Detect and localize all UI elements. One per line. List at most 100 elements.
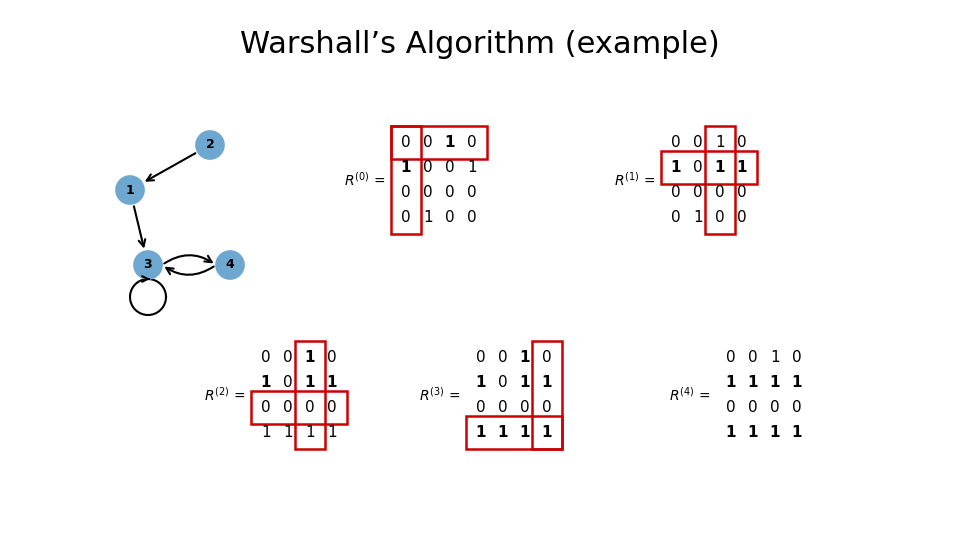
Text: 1: 1 [770, 350, 780, 365]
Text: 1: 1 [770, 425, 780, 440]
Text: 0: 0 [423, 160, 433, 175]
Text: 1: 1 [283, 425, 293, 440]
Text: 0: 0 [693, 135, 703, 150]
Text: 0: 0 [726, 350, 735, 365]
Text: 0: 0 [476, 400, 486, 415]
Text: 0: 0 [283, 400, 293, 415]
Text: 1: 1 [748, 425, 758, 440]
Text: 1: 1 [444, 135, 455, 150]
Text: 1: 1 [770, 375, 780, 390]
Text: 0: 0 [476, 350, 486, 365]
Text: 0: 0 [305, 400, 315, 415]
Text: 0: 0 [283, 375, 293, 390]
Text: 0: 0 [792, 400, 802, 415]
Text: 1: 1 [792, 375, 803, 390]
Text: 1: 1 [423, 210, 433, 225]
Text: 1: 1 [726, 425, 736, 440]
Text: 0: 0 [693, 160, 703, 175]
Text: 0: 0 [468, 135, 477, 150]
Text: 1: 1 [476, 425, 487, 440]
Text: 1: 1 [261, 375, 272, 390]
Text: 0: 0 [445, 160, 455, 175]
Text: 1: 1 [715, 160, 725, 175]
Bar [705, 126, 735, 234]
Bar [466, 416, 562, 449]
Text: 0: 0 [671, 135, 681, 150]
Text: 0: 0 [327, 400, 337, 415]
Text: 1: 1 [476, 375, 487, 390]
Text: $R^{(4)}$ =: $R^{(4)}$ = [669, 386, 710, 404]
Text: 0: 0 [693, 185, 703, 200]
Text: 0: 0 [748, 400, 757, 415]
Text: 3: 3 [144, 259, 153, 272]
Text: 0: 0 [671, 210, 681, 225]
Text: 0: 0 [401, 210, 411, 225]
Text: 1: 1 [541, 425, 552, 440]
Text: 4: 4 [226, 259, 234, 272]
Text: Warshall’s Algorithm (example): Warshall’s Algorithm (example) [240, 30, 720, 59]
Text: 1: 1 [736, 160, 747, 175]
Bar [661, 151, 757, 184]
Text: 1: 1 [541, 375, 552, 390]
Text: 0: 0 [445, 185, 455, 200]
Text: 1: 1 [400, 160, 411, 175]
Text: 1: 1 [519, 425, 530, 440]
Text: $R^{(2)}$ =: $R^{(2)}$ = [204, 386, 245, 404]
Text: 0: 0 [520, 400, 530, 415]
Text: 0: 0 [542, 400, 552, 415]
Text: 0: 0 [468, 185, 477, 200]
Text: 0: 0 [423, 185, 433, 200]
Circle shape [196, 131, 224, 159]
Text: 0: 0 [401, 185, 411, 200]
Bar [251, 391, 347, 424]
Text: 0: 0 [423, 135, 433, 150]
Text: 0: 0 [327, 350, 337, 365]
Text: 1: 1 [327, 425, 337, 440]
Text: 0: 0 [498, 400, 508, 415]
Text: 0: 0 [283, 350, 293, 365]
Text: 0: 0 [726, 400, 735, 415]
Text: 0: 0 [737, 185, 747, 200]
Text: 1: 1 [792, 425, 803, 440]
Text: 0: 0 [468, 210, 477, 225]
Circle shape [134, 251, 162, 279]
Text: 0: 0 [770, 400, 780, 415]
Text: 0: 0 [261, 350, 271, 365]
Text: 1: 1 [497, 425, 508, 440]
Text: $R^{(3)}$ =: $R^{(3)}$ = [419, 386, 460, 404]
Text: 0: 0 [261, 400, 271, 415]
Text: 1: 1 [748, 375, 758, 390]
Text: 0: 0 [445, 210, 455, 225]
Text: 1: 1 [304, 375, 315, 390]
Text: 1: 1 [304, 350, 315, 365]
Text: 1: 1 [715, 135, 725, 150]
Text: 1: 1 [671, 160, 682, 175]
Text: 0: 0 [748, 350, 757, 365]
Text: 1: 1 [519, 375, 530, 390]
Text: 0: 0 [737, 210, 747, 225]
Bar [295, 341, 325, 449]
Text: 2: 2 [205, 138, 214, 152]
Bar [391, 126, 487, 159]
Text: 1: 1 [468, 160, 477, 175]
Text: 0: 0 [542, 350, 552, 365]
Text: 0: 0 [715, 210, 725, 225]
Text: 0: 0 [401, 135, 411, 150]
Text: 1: 1 [261, 425, 271, 440]
Circle shape [216, 251, 244, 279]
Text: $R^{(1)}$ =: $R^{(1)}$ = [613, 171, 655, 189]
Text: $R^{(0)}$ =: $R^{(0)}$ = [344, 171, 385, 189]
Text: 1: 1 [726, 375, 736, 390]
Text: 0: 0 [737, 135, 747, 150]
Text: 1: 1 [126, 184, 134, 197]
Circle shape [116, 176, 144, 204]
Text: 1: 1 [519, 350, 530, 365]
Text: 0: 0 [498, 350, 508, 365]
Text: 1: 1 [305, 425, 315, 440]
Bar [391, 126, 421, 234]
Text: 0: 0 [671, 185, 681, 200]
Text: 0: 0 [715, 185, 725, 200]
Bar [532, 341, 562, 449]
Text: 0: 0 [792, 350, 802, 365]
Text: 1: 1 [693, 210, 703, 225]
